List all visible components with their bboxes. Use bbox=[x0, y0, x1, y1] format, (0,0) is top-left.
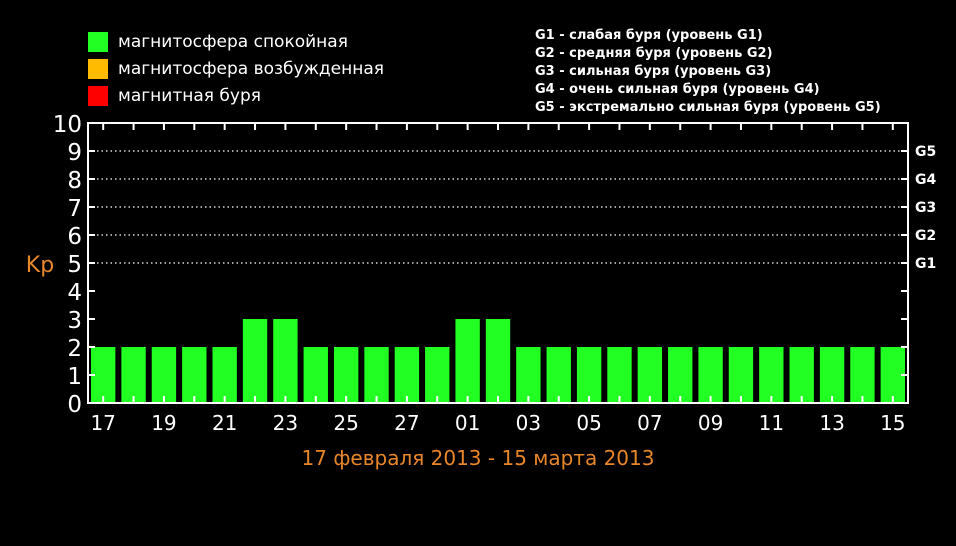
x-tick-label-21: 21 bbox=[212, 411, 237, 435]
legend: магнитосфера спокойная магнитосфера возб… bbox=[88, 28, 384, 109]
legend-label-quiet: магнитосфера спокойная bbox=[118, 31, 348, 52]
bar-03 bbox=[516, 347, 541, 403]
bar-12 bbox=[789, 347, 814, 403]
bar-20 bbox=[182, 347, 207, 403]
y-tick-label-6: 6 bbox=[67, 224, 82, 250]
y-tick-label-2: 2 bbox=[67, 336, 82, 362]
x-tick-label-25: 25 bbox=[333, 411, 358, 435]
bar-02 bbox=[485, 319, 511, 403]
g-level-label-g4: G4 bbox=[915, 172, 936, 188]
x-tick-label-01: 01 bbox=[455, 411, 480, 435]
bar-21 bbox=[212, 347, 237, 403]
g-level-label-g1: G1 bbox=[915, 256, 936, 272]
bar-24 bbox=[303, 347, 328, 403]
legend-item-storm: магнитная буря bbox=[88, 82, 384, 109]
bar-22 bbox=[242, 319, 268, 403]
storm-level-g5: G5 - экстремально сильная буря (уровень … bbox=[535, 100, 881, 115]
bar-25 bbox=[333, 347, 359, 403]
bar-10 bbox=[728, 347, 754, 403]
bar-09 bbox=[698, 347, 723, 403]
x-tick-label-11: 11 bbox=[759, 411, 784, 435]
x-axis-label: 17 февраля 2013 - 15 марта 2013 bbox=[302, 446, 655, 470]
bar-04 bbox=[546, 347, 571, 403]
storm-level-g2: G2 - средняя буря (уровень G2) bbox=[535, 46, 773, 61]
x-tick-label-17: 17 bbox=[90, 411, 115, 435]
legend-swatch-quiet bbox=[88, 31, 108, 52]
storm-level-g3: G3 - сильная буря (уровень G3) bbox=[535, 64, 772, 79]
storm-levels-legend: G1 - слабая буря (уровень G1) G2 - средн… bbox=[535, 27, 881, 117]
g-level-label-g3: G3 bbox=[915, 200, 936, 216]
legend-swatch-disturbed bbox=[88, 58, 108, 79]
x-tick-label-05: 05 bbox=[576, 411, 601, 435]
legend-label-storm: магнитная буря bbox=[118, 85, 261, 106]
y-tick-label-0: 0 bbox=[67, 392, 82, 418]
bar-11 bbox=[759, 347, 784, 403]
g-level-label-g5: G5 bbox=[915, 144, 936, 160]
x-tick-label-15: 15 bbox=[880, 411, 905, 435]
x-tick-label-27: 27 bbox=[394, 411, 419, 435]
x-tick-label-03: 03 bbox=[516, 411, 541, 435]
bar-28 bbox=[425, 347, 450, 403]
storm-level-g4: G4 - очень сильная буря (уровень G4) bbox=[535, 82, 820, 97]
x-tick-label-19: 19 bbox=[151, 411, 176, 435]
y-tick-label-1: 1 bbox=[67, 364, 82, 390]
legend-swatch-storm bbox=[88, 85, 108, 106]
storm-level-g1: G1 - слабая буря (уровень G1) bbox=[535, 28, 763, 43]
bar-23 bbox=[273, 319, 298, 403]
bar-06 bbox=[607, 347, 632, 403]
bar-08 bbox=[668, 347, 693, 403]
bar-05 bbox=[576, 347, 602, 403]
bar-18 bbox=[121, 347, 146, 403]
y-tick-label-5: 5 bbox=[67, 252, 82, 278]
y-axis-label: Kp bbox=[26, 253, 54, 278]
legend-label-disturbed: магнитосфера возбужденная bbox=[118, 58, 384, 79]
x-tick-label-23: 23 bbox=[273, 411, 298, 435]
bar-26 bbox=[364, 347, 389, 403]
bar-19 bbox=[151, 347, 177, 403]
x-tick-label-09: 09 bbox=[698, 411, 723, 435]
x-tick-label-07: 07 bbox=[637, 411, 662, 435]
bar-14 bbox=[850, 347, 875, 403]
y-tick-label-4: 4 bbox=[67, 280, 82, 306]
legend-item-quiet: магнитосфера спокойная bbox=[88, 28, 384, 55]
bar-15 bbox=[880, 347, 905, 403]
y-tick-label-9: 9 bbox=[67, 140, 82, 166]
legend-item-disturbed: магнитосфера возбужденная bbox=[88, 55, 384, 82]
x-tick-label-13: 13 bbox=[819, 411, 844, 435]
bar-17 bbox=[91, 347, 116, 403]
bar-13 bbox=[819, 347, 845, 403]
y-tick-label-3: 3 bbox=[67, 308, 82, 334]
y-tick-label-10: 10 bbox=[53, 112, 82, 138]
bar-07 bbox=[637, 347, 663, 403]
y-tick-label-7: 7 bbox=[67, 196, 82, 222]
g-level-label-g2: G2 bbox=[915, 228, 936, 244]
bar-27 bbox=[394, 347, 420, 403]
bar-01 bbox=[455, 319, 480, 403]
y-tick-label-8: 8 bbox=[67, 168, 82, 194]
